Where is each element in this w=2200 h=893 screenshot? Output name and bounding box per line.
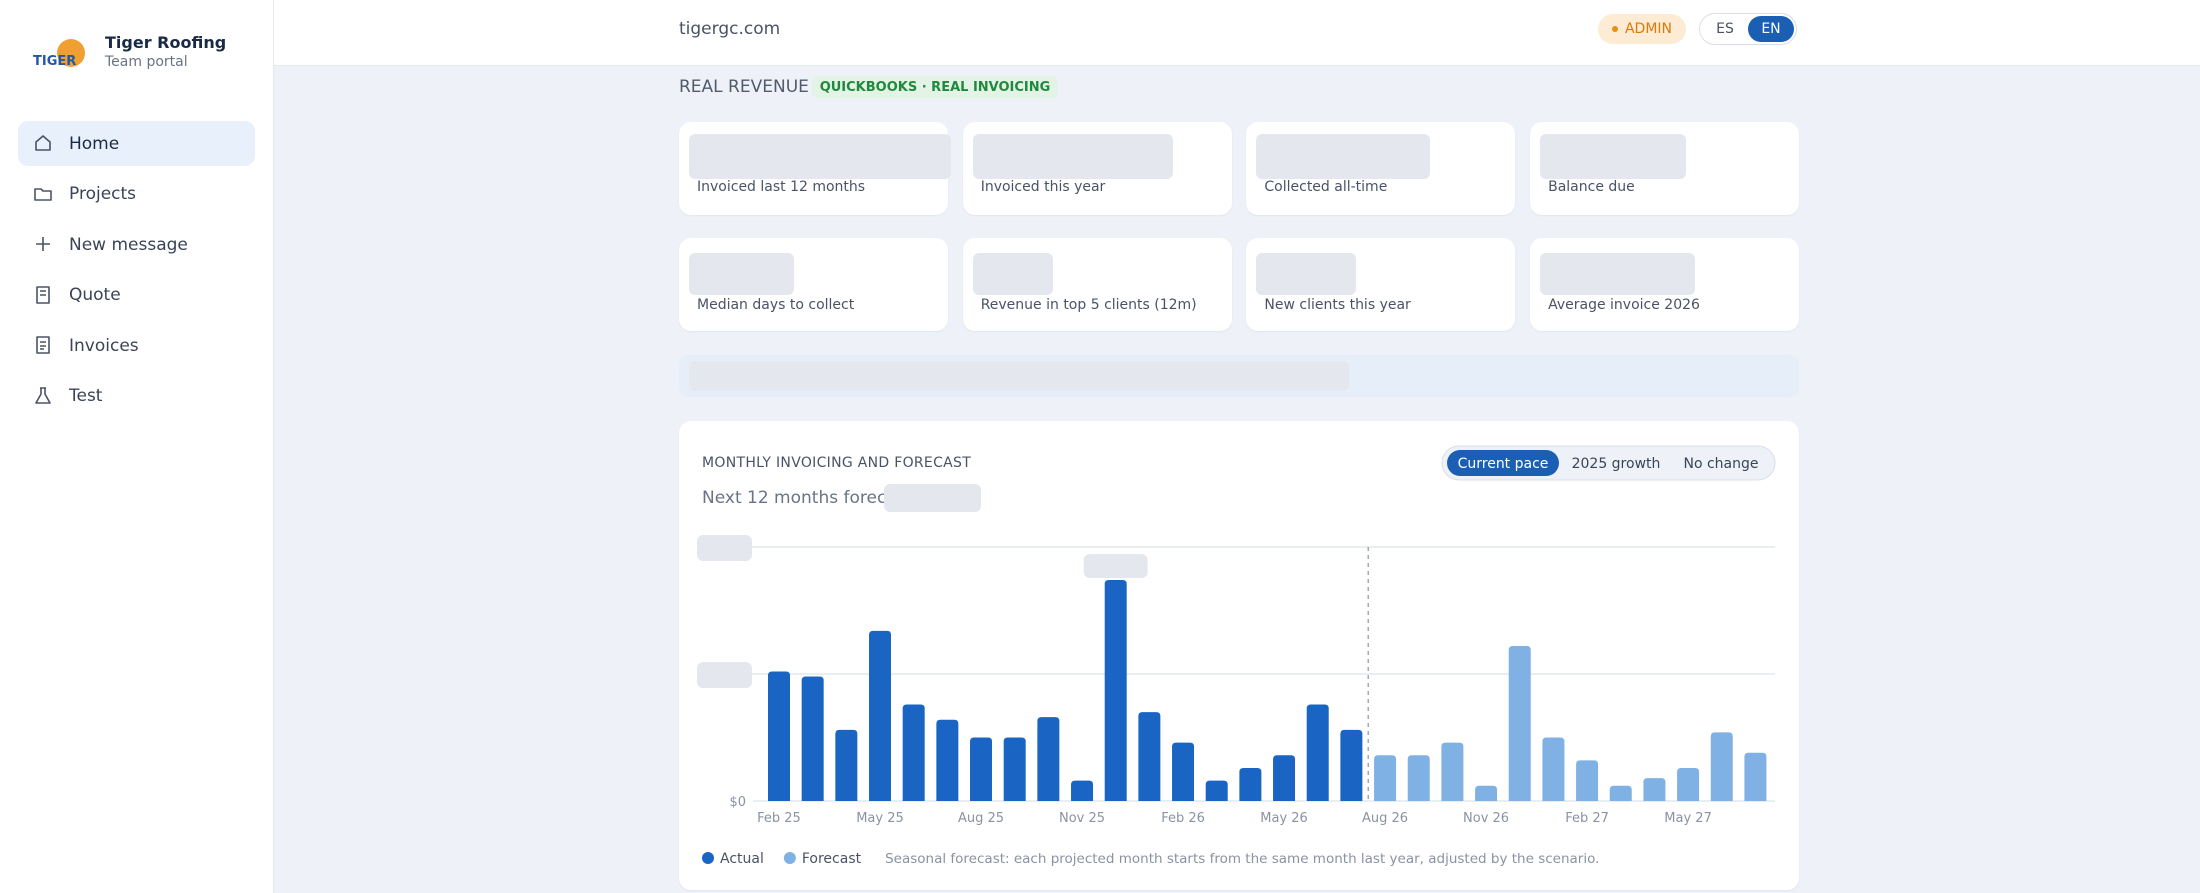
nav-icon <box>36 336 50 354</box>
skeleton <box>689 134 951 179</box>
skeleton <box>972 253 1053 295</box>
language-toggle: ES EN <box>1699 13 1797 45</box>
kpi-card: Invoiced this year <box>962 122 1232 215</box>
nav-item[interactable]: Home <box>18 121 255 166</box>
kpi-label: Collected all-time <box>1264 179 1388 195</box>
brand: Tiger Roofing <box>105 33 227 52</box>
nav-icon <box>36 285 50 304</box>
skeleton <box>1540 134 1687 179</box>
kpi-card: Balance due <box>1530 122 1800 215</box>
kpi-card: Invoiced last 12 months <box>679 122 951 215</box>
kpi-label: Average invoice 2026 <box>1548 297 1700 313</box>
role-badge: ADMIN <box>1598 14 1686 44</box>
role: ADMIN <box>1624 21 1673 37</box>
skeleton <box>1256 253 1357 295</box>
section-title: REAL REVENUE <box>679 77 809 97</box>
nav-item[interactable]: New message <box>18 222 255 267</box>
nav-icon <box>36 237 50 251</box>
skeleton <box>689 253 794 295</box>
kpi-card: New clients this year <box>1246 238 1516 331</box>
domain: tigergc.com <box>679 19 781 39</box>
status-bar <box>679 355 1799 397</box>
kpi-card: Collected all-time <box>1246 122 1516 215</box>
chart-card <box>679 421 1799 890</box>
sidebar: TIGER Tiger Roofing Team portal Home Proj… <box>0 0 274 893</box>
section-badge: QUICKBOOKS · REAL INVOICING <box>812 76 1058 98</box>
kpi-label: Revenue in top 5 clients (12m) <box>980 297 1197 313</box>
language-button[interactable]: ES <box>1716 21 1734 37</box>
svg-text:TIGER: TIGER <box>33 54 76 69</box>
nav-item[interactable]: Quote <box>18 273 255 318</box>
topbar: tigergc.com ADMIN ES EN <box>274 0 2200 66</box>
nav-item[interactable]: Test <box>18 374 255 419</box>
kpi-label: Median days to collect <box>697 297 855 313</box>
kpi-label: Balance due <box>1548 179 1635 195</box>
skeleton <box>689 361 1349 391</box>
skeleton <box>972 134 1173 179</box>
kpi-card: Median days to collect <box>679 238 948 331</box>
logo: TIGER <box>33 39 85 69</box>
kpi-label: Invoiced this year <box>980 179 1106 195</box>
skeleton <box>1540 253 1696 295</box>
language-button[interactable]: EN <box>1748 16 1794 42</box>
skeleton <box>1256 134 1431 179</box>
kpi-card: Average invoice 2026 <box>1530 238 1800 331</box>
nav-icon <box>34 187 52 201</box>
nav-icon <box>35 386 51 404</box>
kpi-card: Revenue in top 5 clients (12m) <box>962 238 1232 331</box>
nav-item[interactable]: Projects <box>18 172 255 217</box>
nav-item[interactable]: Invoices <box>18 323 255 368</box>
kpi-label: Invoiced last 12 months <box>697 179 866 195</box>
kpi-label: New clients this year <box>1264 297 1411 313</box>
nav-icon <box>35 135 51 151</box>
brand-subtitle: Team portal <box>105 54 188 70</box>
